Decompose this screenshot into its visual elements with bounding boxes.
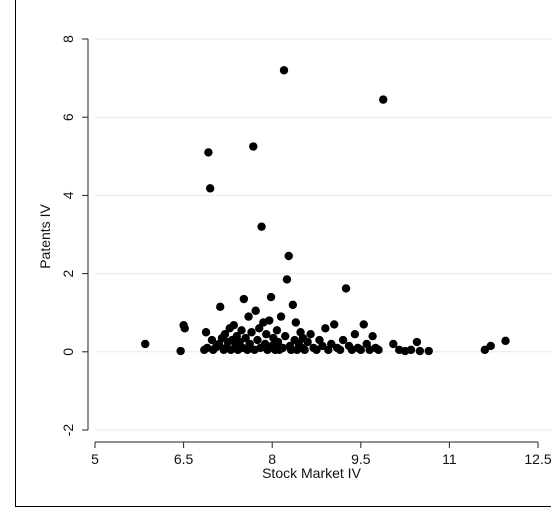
data-point-39: [255, 324, 264, 333]
y-tick-label-1: 0: [60, 348, 76, 356]
data-point-30: [241, 333, 250, 343]
data-point-0: [141, 339, 150, 349]
grid-lines: [95, 38, 552, 431]
y-tick-label-2: 2: [60, 269, 76, 277]
data-point-76: [318, 341, 327, 351]
data-point-90: [359, 320, 368, 329]
data-point-37: [251, 306, 260, 315]
data-point-46: [265, 316, 274, 325]
y-tick-label-5: 8: [60, 35, 76, 43]
data-point-79: [327, 339, 336, 349]
data-point-44: [262, 330, 271, 339]
data-point-84: [341, 284, 351, 293]
data-point-38: [253, 335, 262, 345]
data-point-64: [291, 318, 301, 327]
data-point-34: [247, 328, 256, 337]
data-point-62: [288, 300, 298, 310]
data-point-58: [282, 275, 292, 284]
y-tick-label-3: 4: [60, 191, 76, 199]
tick-labels: -2 0 2 4 6 8 5 6.5 8 9.5 11 12.5: [60, 35, 552, 467]
data-point-57: [280, 331, 290, 341]
y-tick-label-0: -2: [60, 424, 76, 437]
data-point-74: [312, 345, 321, 355]
data-point-95: [374, 345, 383, 355]
data-point-29: [239, 294, 249, 304]
data-point-87: [350, 330, 360, 339]
data-point-52: [273, 337, 283, 347]
data-point-16: [220, 330, 230, 339]
data-point-8: [205, 184, 215, 193]
plot-border: [15, 0, 551, 507]
data-point-56: [279, 66, 289, 75]
data-point-89: [356, 345, 365, 355]
data-point-33: [245, 339, 254, 349]
data-point-7: [204, 148, 213, 157]
x-axis-label: Stock Market IV: [262, 465, 361, 481]
data-point-13: [216, 302, 225, 312]
data-point-1: [176, 346, 185, 356]
data-point-3: [180, 324, 189, 333]
data-point-93: [368, 331, 377, 341]
data-point-101: [412, 337, 422, 347]
data-point-54: [276, 312, 286, 321]
data-point-72: [306, 330, 315, 339]
data-point-51: [272, 326, 282, 335]
data-point-80: [330, 320, 339, 329]
data-point-77: [321, 324, 330, 333]
data-point-96: [379, 95, 388, 104]
data-point-83: [338, 335, 348, 345]
data-point-22: [229, 321, 239, 330]
data-point-70: [300, 345, 309, 355]
x-tick-label-2: 8: [268, 451, 276, 467]
x-tick-label-0: 5: [91, 451, 99, 467]
data-point-102: [415, 346, 425, 356]
data-point-32: [244, 312, 253, 321]
data-point-71: [303, 337, 312, 347]
x-tick-label-4: 11: [442, 451, 457, 467]
x-tick-label-3: 9.5: [351, 451, 371, 467]
data-point-104: [480, 345, 490, 355]
axes: [87, 39, 538, 443]
data-point-97: [389, 339, 398, 349]
data-point-100: [406, 345, 416, 355]
data-point-103: [424, 346, 433, 356]
data-point-27: [237, 326, 246, 335]
data-point-105: [486, 341, 495, 351]
x-tick-label-1: 6.5: [174, 451, 194, 467]
x-tick-label-5: 12.5: [524, 451, 551, 467]
data-point-47: [266, 292, 276, 302]
data-point-5: [201, 328, 211, 337]
data-point-35: [249, 142, 258, 151]
data-point-59: [284, 251, 293, 261]
data-point-61: [286, 345, 296, 355]
y-tick-label-4: 6: [60, 113, 76, 121]
data-point-9: [207, 335, 217, 345]
data-point-106: [501, 336, 510, 346]
data-point-82: [335, 345, 345, 355]
y-axis-label: Patents IV: [37, 204, 53, 269]
data-points: [141, 66, 510, 356]
data-point-55: [278, 343, 288, 353]
data-point-41: [257, 222, 266, 231]
